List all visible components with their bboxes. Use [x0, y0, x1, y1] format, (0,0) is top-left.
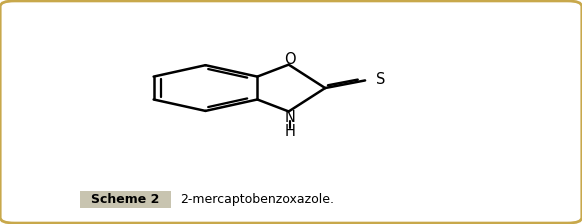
Text: N: N [285, 110, 295, 125]
Text: O: O [284, 52, 296, 67]
Text: 2-mercaptobenzoxazole.: 2-mercaptobenzoxazole. [180, 193, 334, 206]
Text: H: H [285, 124, 295, 139]
FancyBboxPatch shape [80, 191, 171, 208]
Text: S: S [377, 73, 386, 88]
Text: Scheme 2: Scheme 2 [91, 193, 160, 206]
